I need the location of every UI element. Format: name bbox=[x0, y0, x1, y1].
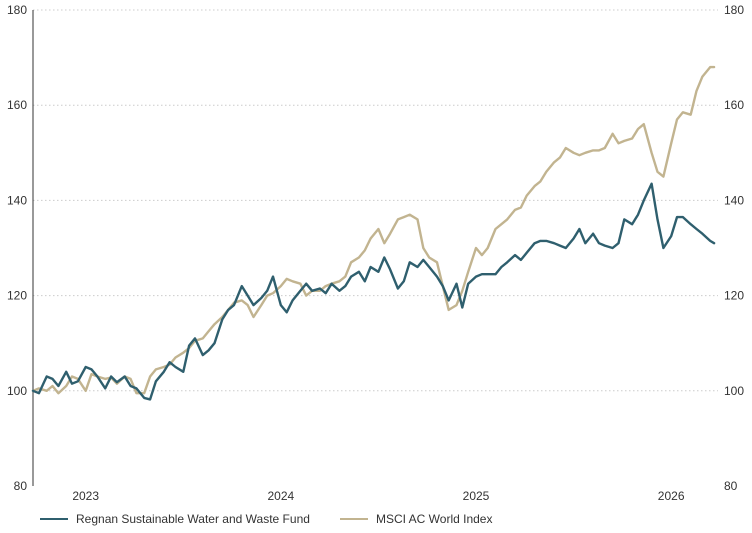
x-tick-label: 2024 bbox=[267, 489, 294, 503]
y-axis-left-ticks: 80 100 120 140 160 180 bbox=[7, 3, 27, 493]
y-tick-left: 80 bbox=[14, 479, 28, 493]
gridlines bbox=[33, 9, 718, 392]
y-tick-right: 120 bbox=[724, 289, 744, 303]
series-line-index bbox=[31, 65, 716, 395]
series-line-fund bbox=[31, 182, 716, 401]
y-tick-left: 180 bbox=[7, 3, 27, 17]
y-tick-left: 100 bbox=[7, 384, 27, 398]
y-tick-right: 100 bbox=[724, 384, 744, 398]
x-tick-label: 2023 bbox=[72, 489, 99, 503]
legend-swatch-fund bbox=[40, 517, 68, 521]
x-axis-ticks: 2023 2024 2025 2026 bbox=[72, 489, 684, 503]
y-axis-right-ticks: 80 100 120 140 160 180 bbox=[724, 3, 744, 493]
y-tick-right: 180 bbox=[724, 3, 744, 17]
y-tick-left: 140 bbox=[7, 193, 27, 207]
legend-item-fund: Regnan Sustainable Water and Waste Fund bbox=[40, 512, 310, 526]
legend-label-fund: Regnan Sustainable Water and Waste Fund bbox=[76, 512, 310, 526]
legend-label-index: MSCI AC World Index bbox=[376, 512, 493, 526]
y-tick-left: 120 bbox=[7, 289, 27, 303]
legend-swatch-index bbox=[340, 517, 368, 521]
legend: Regnan Sustainable Water and Waste Fund … bbox=[0, 508, 752, 532]
y-tick-right: 160 bbox=[724, 98, 744, 112]
y-tick-right: 80 bbox=[724, 479, 738, 493]
x-tick-label: 2026 bbox=[658, 489, 685, 503]
y-tick-left: 160 bbox=[7, 98, 27, 112]
x-tick-label: 2025 bbox=[463, 489, 490, 503]
series-lines bbox=[31, 65, 716, 401]
y-tick-right: 140 bbox=[724, 193, 744, 207]
legend-item-index: MSCI AC World Index bbox=[340, 512, 492, 526]
